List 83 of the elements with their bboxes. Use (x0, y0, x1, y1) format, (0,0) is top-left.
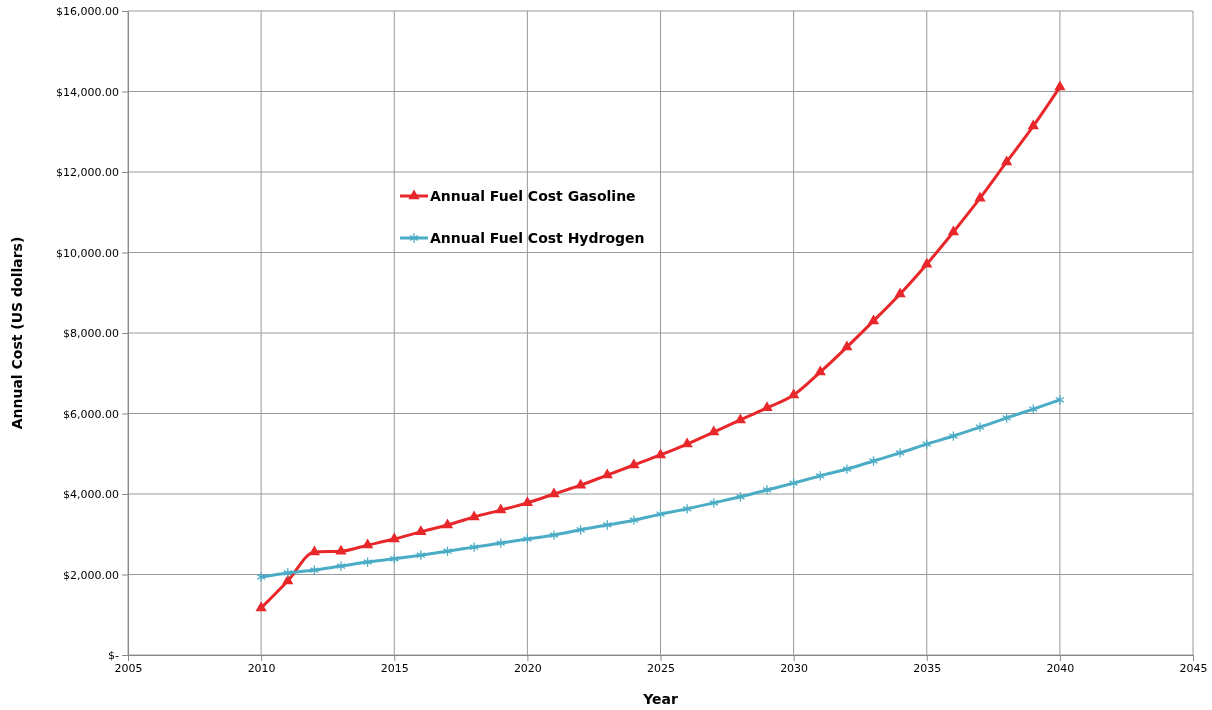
point (868, 455, 879, 467)
x-tick-label: 2005 (114, 661, 143, 675)
point (1000, 155, 1013, 166)
point (788, 477, 799, 489)
point (814, 365, 826, 376)
point (468, 510, 480, 521)
legend-label: Annual Fuel Cost Hydrogen (430, 230, 645, 246)
point (682, 503, 692, 515)
point (308, 545, 321, 556)
point (548, 487, 560, 498)
y-axis-title: Annual Cost (US dollars) (9, 236, 25, 430)
y-tick-label: $6,000.00 (63, 407, 119, 421)
point (575, 524, 586, 536)
point (867, 314, 880, 325)
point (574, 478, 587, 489)
point (362, 556, 373, 568)
point (947, 225, 960, 236)
point (389, 553, 399, 565)
point (256, 571, 266, 583)
x-tick-label: 2020 (513, 661, 542, 675)
point (388, 532, 400, 543)
point (1001, 412, 1012, 424)
x-tick-label: 2045 (1179, 661, 1208, 675)
point (628, 458, 640, 469)
point (654, 448, 667, 459)
point (361, 538, 374, 549)
y-tick-label: $16,000.00 (56, 5, 119, 19)
point (602, 519, 612, 531)
point (336, 560, 346, 572)
point (921, 257, 933, 268)
point (948, 430, 959, 442)
point (601, 468, 613, 479)
point (549, 529, 559, 541)
x-tick-label: 2015 (380, 661, 409, 675)
x-tick-label: 2010 (247, 661, 276, 675)
point (521, 496, 534, 507)
y-tick-label: $10,000.00 (56, 246, 119, 260)
y-tick-label: $14,000.00 (56, 85, 119, 99)
point (442, 545, 453, 557)
y-tick-label: $4,000.00 (63, 488, 119, 502)
point (495, 503, 507, 514)
y-tick-label: $8,000.00 (63, 327, 119, 341)
x-tick-label: 2025 (647, 661, 675, 675)
point (1028, 403, 1038, 415)
point (895, 447, 905, 459)
point (1055, 394, 1065, 406)
x-tick-label: 2040 (1046, 661, 1075, 675)
x-tick-label: 2030 (780, 661, 809, 675)
point (842, 463, 852, 475)
point (787, 388, 800, 399)
point (735, 491, 746, 503)
point (815, 470, 825, 482)
point (922, 438, 932, 450)
point (894, 287, 906, 298)
legend-label: Annual Fuel Cost Gasoline (430, 188, 636, 204)
point (975, 421, 985, 433)
y-tick-label: $12,000.00 (56, 166, 119, 180)
point (762, 484, 772, 496)
x-axis-title: Year (642, 691, 678, 707)
point (1054, 80, 1066, 91)
point (681, 437, 693, 448)
y-tick-label: $2,000.00 (63, 568, 119, 582)
point (496, 537, 506, 549)
point (283, 567, 293, 579)
point (629, 514, 639, 526)
point (734, 413, 747, 424)
point (309, 564, 320, 576)
point (1027, 119, 1039, 130)
y-tick-label: $- (108, 649, 120, 663)
point (255, 601, 267, 612)
point (335, 544, 347, 555)
point (761, 401, 773, 412)
point (655, 508, 666, 520)
x-tick-label: 2035 (913, 661, 942, 675)
point (522, 533, 533, 545)
point (709, 497, 719, 509)
point (441, 518, 454, 529)
point (469, 541, 479, 553)
point (841, 340, 853, 351)
point (974, 191, 986, 202)
point (415, 525, 427, 536)
point (708, 425, 720, 436)
point (416, 549, 426, 561)
